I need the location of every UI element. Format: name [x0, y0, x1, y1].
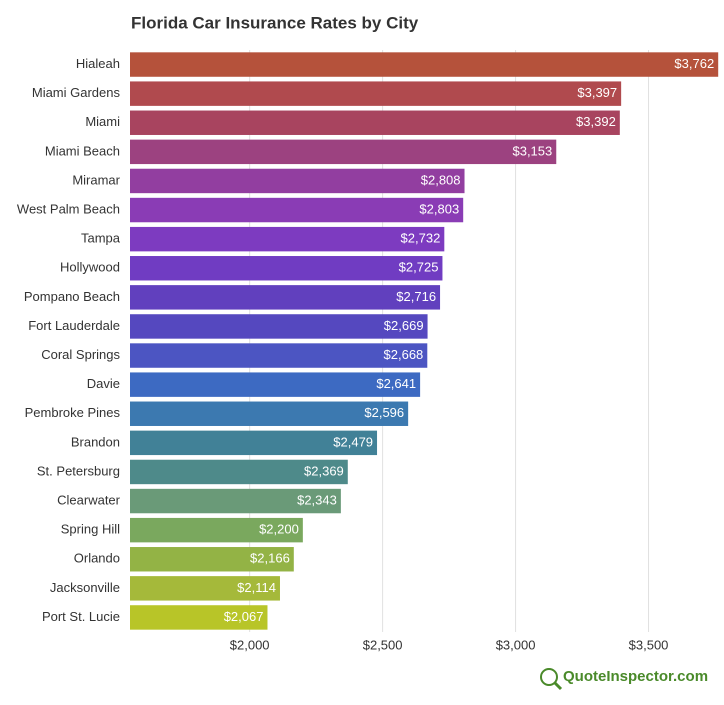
bar: [130, 459, 348, 485]
value-label: $2,343: [297, 492, 337, 507]
x-tick-label: $3,500: [629, 637, 669, 652]
value-label: $2,641: [376, 376, 416, 391]
value-label: $2,732: [401, 231, 441, 246]
chart-title: Florida Car Insurance Rates by City: [131, 13, 419, 32]
bar: [130, 343, 428, 368]
value-label: $2,166: [250, 551, 290, 566]
x-tick-label: $2,500: [363, 637, 403, 652]
y-tick-label: Davie: [87, 376, 120, 391]
y-tick-label: Miramar: [72, 172, 120, 187]
bar: [130, 285, 441, 310]
value-label: $2,808: [421, 172, 461, 187]
y-tick-label: Spring Hill: [61, 522, 120, 537]
bar: [130, 81, 622, 106]
value-label: $2,479: [333, 434, 373, 449]
bar: [130, 197, 464, 223]
bar: [130, 488, 341, 514]
bar: [130, 168, 465, 194]
bar: [130, 314, 428, 339]
brand: QuoteInspector.com: [563, 668, 708, 685]
y-tick-label: Hialeah: [76, 56, 120, 71]
value-label: $3,153: [512, 143, 552, 158]
y-tick-label: West Palm Beach: [17, 201, 120, 216]
value-label: $2,369: [304, 463, 344, 478]
value-label: $2,596: [364, 405, 404, 420]
y-tick-label: Coral Springs: [41, 347, 120, 362]
y-tick-label: Brandon: [71, 434, 120, 449]
value-label: $2,200: [259, 522, 299, 537]
y-tick-label: Orlando: [74, 551, 120, 566]
x-tick-label: $2,000: [230, 637, 270, 652]
y-tick-label: St. Petersburg: [37, 463, 120, 478]
y-tick-label: Fort Lauderdale: [28, 318, 120, 333]
bar: [130, 256, 443, 281]
y-tick-label: Pompano Beach: [24, 289, 120, 304]
value-label: $2,725: [399, 260, 439, 275]
y-tick-label: Clearwater: [57, 492, 121, 507]
value-label: $3,397: [577, 85, 617, 100]
value-label: $3,762: [674, 56, 714, 71]
value-label: $2,669: [384, 318, 424, 333]
y-tick-label: Miami Beach: [45, 143, 120, 158]
y-tick-label: Tampa: [81, 231, 121, 246]
bar: [130, 576, 280, 601]
bar: [130, 517, 303, 543]
value-label: $3,392: [576, 114, 616, 129]
value-label: $2,114: [237, 580, 276, 595]
x-tick-label: $3,000: [496, 637, 536, 652]
bar: [130, 401, 409, 426]
y-tick-label: Pembroke Pines: [25, 405, 121, 420]
brand-icon: [540, 668, 563, 691]
value-label: $2,668: [384, 347, 424, 362]
bar: [130, 110, 620, 135]
bar: [130, 372, 421, 397]
bar: [130, 52, 719, 77]
bar: [130, 605, 268, 630]
bar: [130, 547, 294, 572]
y-tick-label: Jacksonville: [50, 580, 120, 595]
y-tick-label: Port St. Lucie: [42, 609, 120, 624]
value-label: $2,716: [396, 289, 436, 304]
value-label: $2,067: [224, 609, 264, 624]
y-tick-label: Miami Gardens: [32, 85, 121, 100]
y-tick-label: Miami: [85, 114, 120, 129]
value-label: $2,803: [419, 201, 459, 216]
bar: [130, 139, 557, 165]
bar: [130, 430, 378, 456]
y-tick-label: Hollywood: [60, 260, 120, 275]
bar: [130, 226, 445, 252]
